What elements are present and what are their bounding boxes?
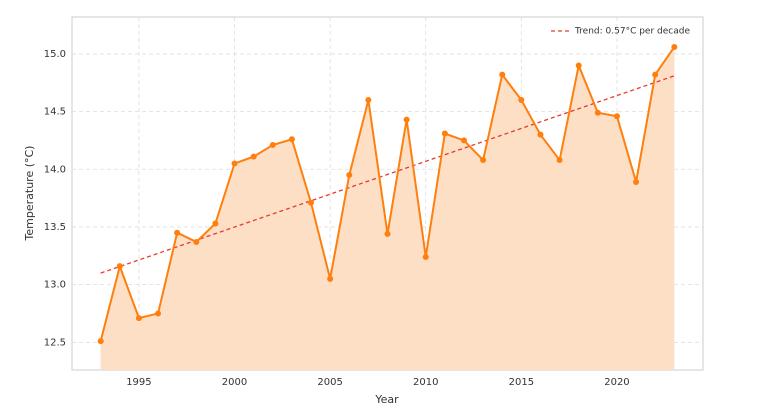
x-tick-label: 2010	[413, 377, 438, 388]
x-tick-label: 1995	[126, 377, 151, 388]
data-point	[346, 172, 353, 179]
data-point	[288, 136, 295, 143]
data-point	[212, 220, 219, 227]
y-tick-label: 14.0	[44, 164, 66, 175]
data-point	[633, 178, 640, 185]
data-point	[116, 263, 123, 270]
data-point	[308, 199, 315, 206]
y-axis-label: Temperature (°C)	[23, 146, 36, 242]
data-point	[575, 62, 582, 69]
data-point	[441, 130, 448, 137]
data-point	[384, 230, 391, 237]
data-point	[556, 157, 563, 164]
data-point	[193, 238, 200, 245]
data-point	[250, 153, 257, 160]
x-axis-label: Year	[374, 393, 399, 406]
data-point	[135, 315, 142, 322]
x-tick-label: 2020	[604, 377, 629, 388]
y-tick-label: 13.0	[44, 280, 66, 291]
data-point	[422, 253, 429, 260]
data-point	[269, 142, 276, 149]
data-point	[365, 97, 372, 104]
y-tick-label: 14.5	[44, 107, 66, 118]
x-tick-label: 2000	[222, 377, 247, 388]
data-point	[499, 71, 506, 78]
data-point	[327, 275, 334, 282]
legend-label: Trend: 0.57°C per decade	[574, 27, 690, 37]
y-tick-label: 12.5	[44, 337, 66, 348]
data-point	[594, 109, 601, 116]
data-point	[460, 137, 467, 144]
data-point	[480, 157, 487, 164]
y-tick-label: 13.5	[44, 222, 66, 233]
data-point	[518, 97, 525, 104]
data-point	[97, 338, 104, 345]
y-tick-label: 15.0	[44, 49, 66, 60]
data-point	[537, 131, 544, 138]
data-point	[403, 116, 410, 123]
x-tick-label: 2005	[317, 377, 342, 388]
data-point	[155, 310, 162, 317]
data-point	[613, 113, 620, 120]
data-point	[174, 229, 181, 236]
data-point	[671, 43, 678, 50]
x-tick-label: 2015	[509, 377, 534, 388]
data-point	[231, 160, 238, 167]
data-point	[652, 71, 659, 78]
area	[100, 46, 675, 370]
